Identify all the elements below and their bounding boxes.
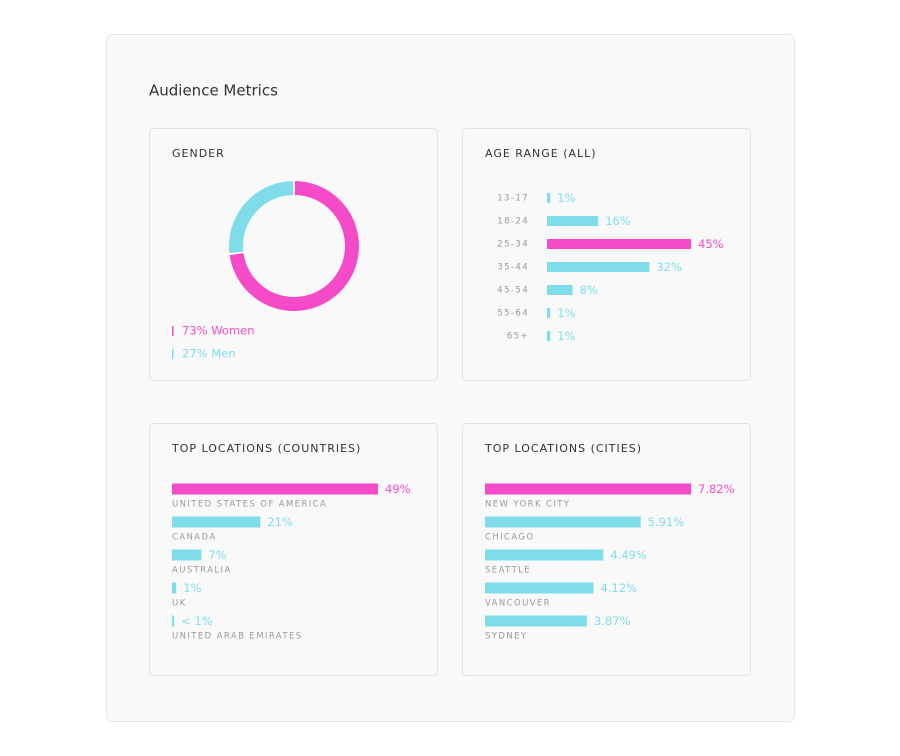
legend-swatch [172, 349, 174, 359]
donut-segment [229, 181, 294, 254]
value-label: 32% [656, 260, 682, 274]
category-label: 55-64 [497, 309, 529, 319]
category-label: CANADA [172, 533, 217, 543]
category-label: 45-54 [497, 286, 529, 296]
value-label: 49% [385, 482, 411, 496]
bar [172, 582, 177, 594]
donut-segment [229, 181, 359, 311]
value-label: 21% [267, 515, 293, 529]
legend-swatch [172, 326, 174, 336]
category-label: 25-34 [497, 240, 529, 250]
card-title: GENDER [172, 147, 225, 160]
value-label: 5.91% [648, 515, 685, 529]
bar [172, 516, 261, 528]
value-label: 1% [183, 581, 201, 595]
value-label: 3.87% [594, 614, 631, 628]
card [462, 128, 751, 381]
category-label: UK [172, 599, 187, 609]
card-title: TOP LOCATIONS (CITIES) [484, 442, 642, 455]
value-label: 45% [698, 237, 724, 251]
bar [547, 262, 650, 272]
legend-label: 73% Women [182, 324, 255, 338]
category-label: 18-24 [497, 217, 529, 227]
bar [547, 193, 551, 203]
value-label: 7% [208, 548, 226, 562]
card-title: TOP LOCATIONS (COUNTRIES) [171, 442, 361, 455]
bar [547, 308, 551, 318]
value-label: 1% [557, 191, 575, 205]
bar [547, 216, 599, 226]
bar [485, 582, 594, 594]
bar [547, 239, 691, 249]
value-label: 16% [605, 214, 631, 228]
page-title: Audience Metrics [149, 82, 278, 100]
bar [485, 516, 641, 528]
bar [547, 331, 551, 341]
value-label: 4.49% [610, 548, 647, 562]
category-label: 35-44 [497, 263, 529, 273]
category-label: UNITED STATES OF AMERICA [172, 500, 327, 510]
category-label: AUSTRALIA [172, 566, 232, 576]
value-label: 1% [557, 329, 575, 343]
bar [172, 483, 378, 495]
bar [485, 549, 604, 561]
value-label: 4.12% [601, 581, 638, 595]
legend-label: 27% Men [182, 347, 236, 361]
category-label: CHICAGO [485, 533, 535, 543]
category-label: 65+ [507, 332, 529, 342]
bar [172, 549, 202, 561]
card [149, 128, 438, 381]
value-label: 1% [557, 306, 575, 320]
category-label: SYDNEY [485, 632, 527, 642]
category-label: UNITED ARAB EMIRATES [172, 632, 303, 642]
value-label: < 1% [181, 614, 213, 628]
category-label: 13-17 [497, 194, 529, 204]
value-label: 7.82% [698, 482, 735, 496]
category-label: NEW YORK CITY [485, 500, 570, 510]
bar [485, 483, 691, 495]
category-label: VANCOUVER [485, 599, 551, 609]
bar [485, 615, 587, 627]
value-label: 8% [580, 283, 598, 297]
bar [172, 615, 175, 627]
card-title: AGE RANGE (ALL) [485, 147, 597, 160]
bar [547, 285, 573, 295]
category-label: SEATTLE [485, 566, 531, 576]
